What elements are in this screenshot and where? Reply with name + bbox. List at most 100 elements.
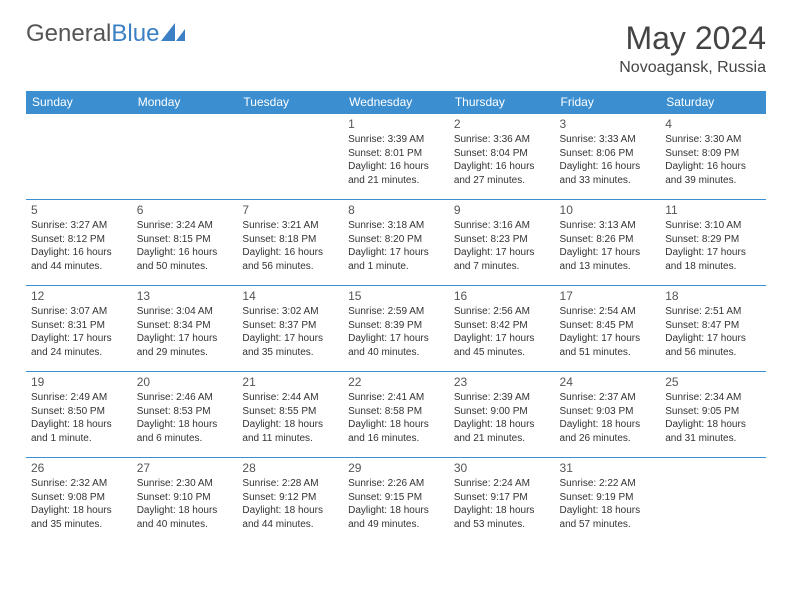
calendar-day-cell: 11 Sunrise: 3:10 AMSunset: 8:29 PMDayligh… xyxy=(660,200,766,286)
day-number: 8 xyxy=(348,203,444,217)
header: GeneralBlue May 2024 Novoagansk, Russia xyxy=(26,20,766,77)
day-info: Sunrise: 2:56 AMSunset: 8:42 PMDaylight:… xyxy=(454,305,550,359)
day-info: Sunrise: 3:39 AMSunset: 8:01 PMDaylight:… xyxy=(348,133,444,187)
day-info: Sunrise: 2:59 AMSunset: 8:39 PMDaylight:… xyxy=(348,305,444,359)
day-number: 5 xyxy=(31,203,127,217)
day-number: 12 xyxy=(31,289,127,303)
weekday-header: Sunday xyxy=(26,91,132,114)
day-info: Sunrise: 3:24 AMSunset: 8:15 PMDaylight:… xyxy=(137,219,233,273)
calendar-day-cell: 30 Sunrise: 2:24 AMSunset: 9:17 PMDayligh… xyxy=(449,458,555,544)
calendar-day-cell: 5 Sunrise: 3:27 AMSunset: 8:12 PMDaylight… xyxy=(26,200,132,286)
calendar-day-cell: 18 Sunrise: 2:51 AMSunset: 8:47 PMDayligh… xyxy=(660,286,766,372)
day-info: Sunrise: 2:37 AMSunset: 9:03 PMDaylight:… xyxy=(560,391,656,445)
day-info: Sunrise: 2:49 AMSunset: 8:50 PMDaylight:… xyxy=(31,391,127,445)
weekday-header-row: SundayMondayTuesdayWednesdayThursdayFrid… xyxy=(26,91,766,114)
calendar-day-cell: 24 Sunrise: 2:37 AMSunset: 9:03 PMDayligh… xyxy=(555,372,661,458)
calendar-day-cell: 31Sunrise: 2:22 AMSunset: 9:19 PMDayligh… xyxy=(555,458,661,544)
day-number: 19 xyxy=(31,375,127,389)
day-number: 25 xyxy=(665,375,761,389)
day-number: 3 xyxy=(560,117,656,131)
day-number: 1 xyxy=(348,117,444,131)
day-info: Sunrise: 3:16 AMSunset: 8:23 PMDaylight:… xyxy=(454,219,550,273)
calendar-day-cell: 27 Sunrise: 2:30 AMSunset: 9:10 PMDayligh… xyxy=(132,458,238,544)
calendar-day-cell: 10 Sunrise: 3:13 AMSunset: 8:26 PMDayligh… xyxy=(555,200,661,286)
day-info: Sunrise: 3:36 AMSunset: 8:04 PMDaylight:… xyxy=(454,133,550,187)
day-number: 10 xyxy=(560,203,656,217)
day-number: 30 xyxy=(454,461,550,475)
calendar-day-cell: 26Sunrise: 2:32 AMSunset: 9:08 PMDayligh… xyxy=(26,458,132,544)
calendar-day-cell: 17Sunrise: 2:54 AMSunset: 8:45 PMDayligh… xyxy=(555,286,661,372)
day-info: Sunrise: 2:41 AMSunset: 8:58 PMDaylight:… xyxy=(348,391,444,445)
day-info: Sunrise: 3:27 AMSunset: 8:12 PMDaylight:… xyxy=(31,219,127,273)
day-number: 13 xyxy=(137,289,233,303)
calendar-day-cell: 20 Sunrise: 2:46 AMSunset: 8:53 PMDayligh… xyxy=(132,372,238,458)
day-info: Sunrise: 3:21 AMSunset: 8:18 PMDaylight:… xyxy=(242,219,338,273)
calendar-day-cell: 28 Sunrise: 2:28 AMSunset: 9:12 PMDayligh… xyxy=(237,458,343,544)
day-number: 24 xyxy=(560,375,656,389)
day-info: Sunrise: 2:39 AMSunset: 9:00 PMDaylight:… xyxy=(454,391,550,445)
day-info: Sunrise: 2:30 AMSunset: 9:10 PMDaylight:… xyxy=(137,477,233,531)
day-info: Sunrise: 2:26 AMSunset: 9:15 PMDaylight:… xyxy=(348,477,444,531)
weekday-header: Tuesday xyxy=(237,91,343,114)
logo-text-blue: Blue xyxy=(111,20,159,48)
day-info: Sunrise: 3:07 AMSunset: 8:31 PMDaylight:… xyxy=(31,305,127,359)
day-number: 9 xyxy=(454,203,550,217)
page-title: May 2024 xyxy=(619,20,766,57)
day-info: Sunrise: 2:28 AMSunset: 9:12 PMDaylight:… xyxy=(242,477,338,531)
day-number: 29 xyxy=(348,461,444,475)
weekday-header: Monday xyxy=(132,91,238,114)
calendar-day-cell: 21Sunrise: 2:44 AMSunset: 8:55 PMDayligh… xyxy=(237,372,343,458)
day-number: 20 xyxy=(137,375,233,389)
day-info: Sunrise: 2:24 AMSunset: 9:17 PMDaylight:… xyxy=(454,477,550,531)
weekday-header: Wednesday xyxy=(343,91,449,114)
calendar-day-cell: 2 Sunrise: 3:36 AMSunset: 8:04 PMDaylight… xyxy=(449,114,555,200)
location: Novoagansk, Russia xyxy=(619,59,766,77)
calendar-day-cell: 4 Sunrise: 3:30 AMSunset: 8:09 PMDaylight… xyxy=(660,114,766,200)
day-number: 6 xyxy=(137,203,233,217)
day-number: 22 xyxy=(348,375,444,389)
day-number: 31 xyxy=(560,461,656,475)
calendar-day-cell: 7Sunrise: 3:21 AMSunset: 8:18 PMDaylight… xyxy=(237,200,343,286)
day-info: Sunrise: 3:13 AMSunset: 8:26 PMDaylight:… xyxy=(560,219,656,273)
day-info: Sunrise: 3:30 AMSunset: 8:09 PMDaylight:… xyxy=(665,133,761,187)
day-info: Sunrise: 2:44 AMSunset: 8:55 PMDaylight:… xyxy=(242,391,338,445)
calendar-day-cell: 23 Sunrise: 2:39 AMSunset: 9:00 PMDayligh… xyxy=(449,372,555,458)
day-number: 18 xyxy=(665,289,761,303)
day-info: Sunrise: 3:10 AMSunset: 8:29 PMDaylight:… xyxy=(665,219,761,273)
logo-sail-icon xyxy=(161,23,187,41)
calendar-day-cell xyxy=(132,114,238,200)
day-number: 4 xyxy=(665,117,761,131)
calendar-day-cell: 13Sunrise: 3:04 AMSunset: 8:34 PMDayligh… xyxy=(132,286,238,372)
calendar-day-cell: 25 Sunrise: 2:34 AMSunset: 9:05 PMDayligh… xyxy=(660,372,766,458)
day-number: 2 xyxy=(454,117,550,131)
calendar-day-cell: 19 Sunrise: 2:49 AMSunset: 8:50 PMDayligh… xyxy=(26,372,132,458)
calendar-day-cell: 9 Sunrise: 3:16 AMSunset: 8:23 PMDaylight… xyxy=(449,200,555,286)
day-info: Sunrise: 2:54 AMSunset: 8:45 PMDaylight:… xyxy=(560,305,656,359)
calendar-day-cell: 1 Sunrise: 3:39 AMSunset: 8:01 PMDaylight… xyxy=(343,114,449,200)
weekday-header: Saturday xyxy=(660,91,766,114)
calendar-week-row: 19 Sunrise: 2:49 AMSunset: 8:50 PMDayligh… xyxy=(26,372,766,458)
day-info: Sunrise: 2:51 AMSunset: 8:47 PMDaylight:… xyxy=(665,305,761,359)
calendar-day-cell: 14Sunrise: 3:02 AMSunset: 8:37 PMDayligh… xyxy=(237,286,343,372)
calendar-day-cell: 29 Sunrise: 2:26 AMSunset: 9:15 PMDayligh… xyxy=(343,458,449,544)
day-info: Sunrise: 3:33 AMSunset: 8:06 PMDaylight:… xyxy=(560,133,656,187)
logo: GeneralBlue xyxy=(26,20,187,48)
calendar-table: SundayMondayTuesdayWednesdayThursdayFrid… xyxy=(26,91,766,544)
day-number: 23 xyxy=(454,375,550,389)
day-info: Sunrise: 2:32 AMSunset: 9:08 PMDaylight:… xyxy=(31,477,127,531)
day-number: 28 xyxy=(242,461,338,475)
weekday-header: Thursday xyxy=(449,91,555,114)
calendar-week-row: 5 Sunrise: 3:27 AMSunset: 8:12 PMDaylight… xyxy=(26,200,766,286)
day-number: 11 xyxy=(665,203,761,217)
calendar-week-row: 12 Sunrise: 3:07 AMSunset: 8:31 PMDayligh… xyxy=(26,286,766,372)
calendar-day-cell: 16 Sunrise: 2:56 AMSunset: 8:42 PMDayligh… xyxy=(449,286,555,372)
day-number: 16 xyxy=(454,289,550,303)
day-info: Sunrise: 2:46 AMSunset: 8:53 PMDaylight:… xyxy=(137,391,233,445)
day-number: 27 xyxy=(137,461,233,475)
calendar-week-row: 1 Sunrise: 3:39 AMSunset: 8:01 PMDaylight… xyxy=(26,114,766,200)
day-info: Sunrise: 2:34 AMSunset: 9:05 PMDaylight:… xyxy=(665,391,761,445)
calendar-day-cell: 3 Sunrise: 3:33 AMSunset: 8:06 PMDaylight… xyxy=(555,114,661,200)
calendar-week-row: 26Sunrise: 2:32 AMSunset: 9:08 PMDayligh… xyxy=(26,458,766,544)
calendar-day-cell: 22 Sunrise: 2:41 AMSunset: 8:58 PMDayligh… xyxy=(343,372,449,458)
day-info: Sunrise: 3:18 AMSunset: 8:20 PMDaylight:… xyxy=(348,219,444,273)
